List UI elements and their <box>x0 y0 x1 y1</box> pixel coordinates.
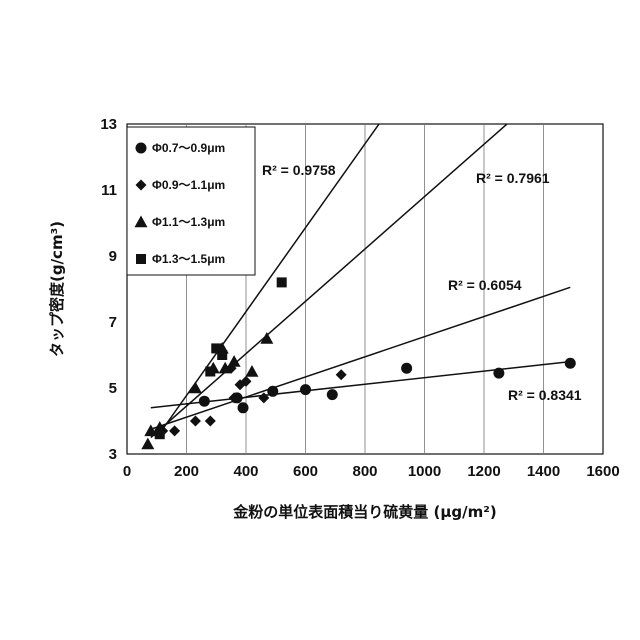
y-tick-label: 13 <box>100 116 117 133</box>
scatter-chart: 0 200 400 600 800 1000 1200 1400 1600 3 5 7 9 11 13 R… <box>0 0 640 640</box>
legend-label: Φ1.1～1.3μm <box>152 215 225 229</box>
x-tick-label: 1400 <box>527 463 560 480</box>
y-tick-label: 3 <box>109 446 117 463</box>
square-marker <box>217 350 227 360</box>
y-tick-label: 7 <box>109 314 117 331</box>
x-tick-label: 1600 <box>586 463 619 480</box>
x-tick-label: 1200 <box>467 463 500 480</box>
x-tick-label: 200 <box>174 463 199 480</box>
legend-label: Φ1.3～1.5μm <box>152 252 225 266</box>
r2-label: R² = 0.6054 <box>448 277 522 293</box>
r2-label: R² = 0.7961 <box>476 170 550 186</box>
y-axis-title: タップ密度(g/cm³) <box>48 221 66 357</box>
circle-marker <box>493 368 504 379</box>
circle-marker <box>238 402 249 413</box>
x-tick-label: 600 <box>293 463 318 480</box>
x-tick-label: 400 <box>233 463 258 480</box>
r2-label: R² = 0.9758 <box>262 162 336 178</box>
square-marker <box>277 277 287 287</box>
circle-marker <box>327 389 338 400</box>
x-tick-labels: 0 200 400 600 800 1000 1200 1400 1600 <box>123 463 620 480</box>
circle-marker <box>199 396 210 407</box>
legend-circle-icon <box>136 143 147 154</box>
circle-marker <box>401 363 412 374</box>
legend-label: Φ0.7～0.9μm <box>152 141 225 155</box>
x-tick-label: 0 <box>123 463 131 480</box>
y-tick-label: 11 <box>101 182 117 199</box>
x-tick-label: 1000 <box>408 463 441 480</box>
legend-square-icon <box>136 254 146 264</box>
square-marker <box>155 429 165 439</box>
x-tick-label: 800 <box>352 463 377 480</box>
circle-marker <box>300 384 311 395</box>
y-tick-label: 9 <box>109 248 117 265</box>
legend: Φ0.7～0.9μm Φ0.9～1.1μm Φ1.1～1.3μm Φ1.3～1.5μm <box>127 127 255 275</box>
circle-marker <box>565 358 576 369</box>
y-tick-labels: 3 5 7 9 11 13 <box>100 116 117 463</box>
legend-label: Φ0.9～1.1μm <box>152 178 225 192</box>
y-tick-label: 5 <box>109 380 117 397</box>
x-axis-title: 金粉の単位表面積当り硫黄量 (μg/m²) <box>232 503 496 521</box>
r2-label: R² = 0.8341 <box>508 387 582 403</box>
square-marker <box>205 367 215 377</box>
